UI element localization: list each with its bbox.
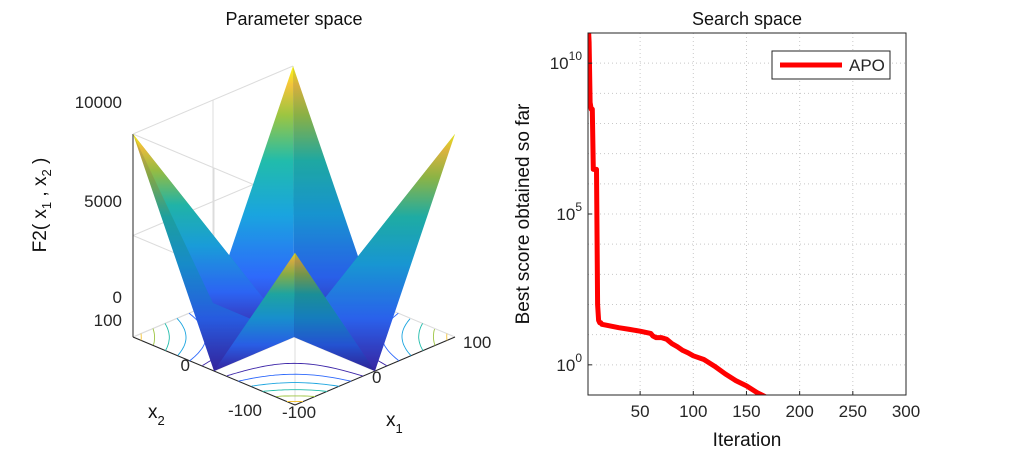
y-tick-label: 0 [181, 356, 190, 375]
y-tick-label: -100 [228, 401, 262, 420]
surface-chart: Parameter space 10000 5000 0 100 0 -100 … [30, 9, 491, 436]
surface-shade [294, 252, 375, 371]
contour-line [432, 328, 436, 346]
contour-line [164, 323, 170, 351]
y-tick-label: 100 [94, 311, 122, 330]
z-axis-label: F2( x1 , x2 ) [30, 158, 54, 253]
contour-line [418, 323, 424, 351]
x-axis-label: x1 [386, 410, 403, 436]
surface-face [214, 252, 295, 371]
plot-area [588, 33, 906, 395]
grid-lines [588, 32, 907, 396]
contour-line [251, 382, 340, 387]
contour-line [176, 318, 187, 356]
x-tick-label: 150 [732, 402, 760, 421]
legend: APO [771, 50, 891, 80]
x-tick-label: -100 [282, 403, 316, 422]
contour-line [226, 362, 364, 377]
surface-shade [133, 134, 294, 337]
y-tick-label: 105 [556, 200, 582, 224]
x-tick-label: 100 [679, 402, 707, 421]
surface-shade [214, 252, 295, 371]
x-tick-label: 200 [785, 402, 813, 421]
contour-line [276, 395, 316, 397]
convergence-chart: Search space 50 100 150 200 250 300 100 105 101… [513, 9, 920, 451]
x-ticks: 50 100 150 200 250 300 [631, 391, 920, 421]
surface-face [294, 252, 375, 371]
x-tick-label: 100 [463, 333, 491, 352]
surface-faces [133, 66, 455, 371]
surface-face [133, 134, 294, 337]
x-tick-label: 50 [631, 402, 650, 421]
chart-title: Parameter space [225, 9, 362, 29]
contour-line [238, 373, 352, 382]
x-tick-label: 250 [839, 402, 867, 421]
series-line-apo [588, 33, 768, 395]
y-tick-label: 100 [556, 351, 582, 375]
z-tick-label: 10000 [75, 93, 122, 112]
x-axis-label: Iteration [713, 430, 782, 451]
x-tick-label: 300 [892, 402, 920, 421]
grid-line [132, 65, 294, 135]
legend-label: APO [849, 56, 885, 75]
y-ticks: 100 105 1010 [550, 49, 592, 375]
contour-line [262, 389, 328, 392]
contour-line [401, 318, 412, 356]
z-tick-label: 0 [113, 288, 122, 307]
chart-title: Search space [692, 9, 802, 29]
z-tick-label: 5000 [84, 192, 122, 211]
contour-line [152, 328, 156, 346]
y-tick-label: 1010 [550, 49, 583, 73]
series-layer [588, 33, 768, 395]
y-axis-label: x2 [148, 402, 165, 428]
x-tick-label: 0 [372, 368, 381, 387]
y-axis-label: Best score obtained so far [513, 103, 534, 324]
